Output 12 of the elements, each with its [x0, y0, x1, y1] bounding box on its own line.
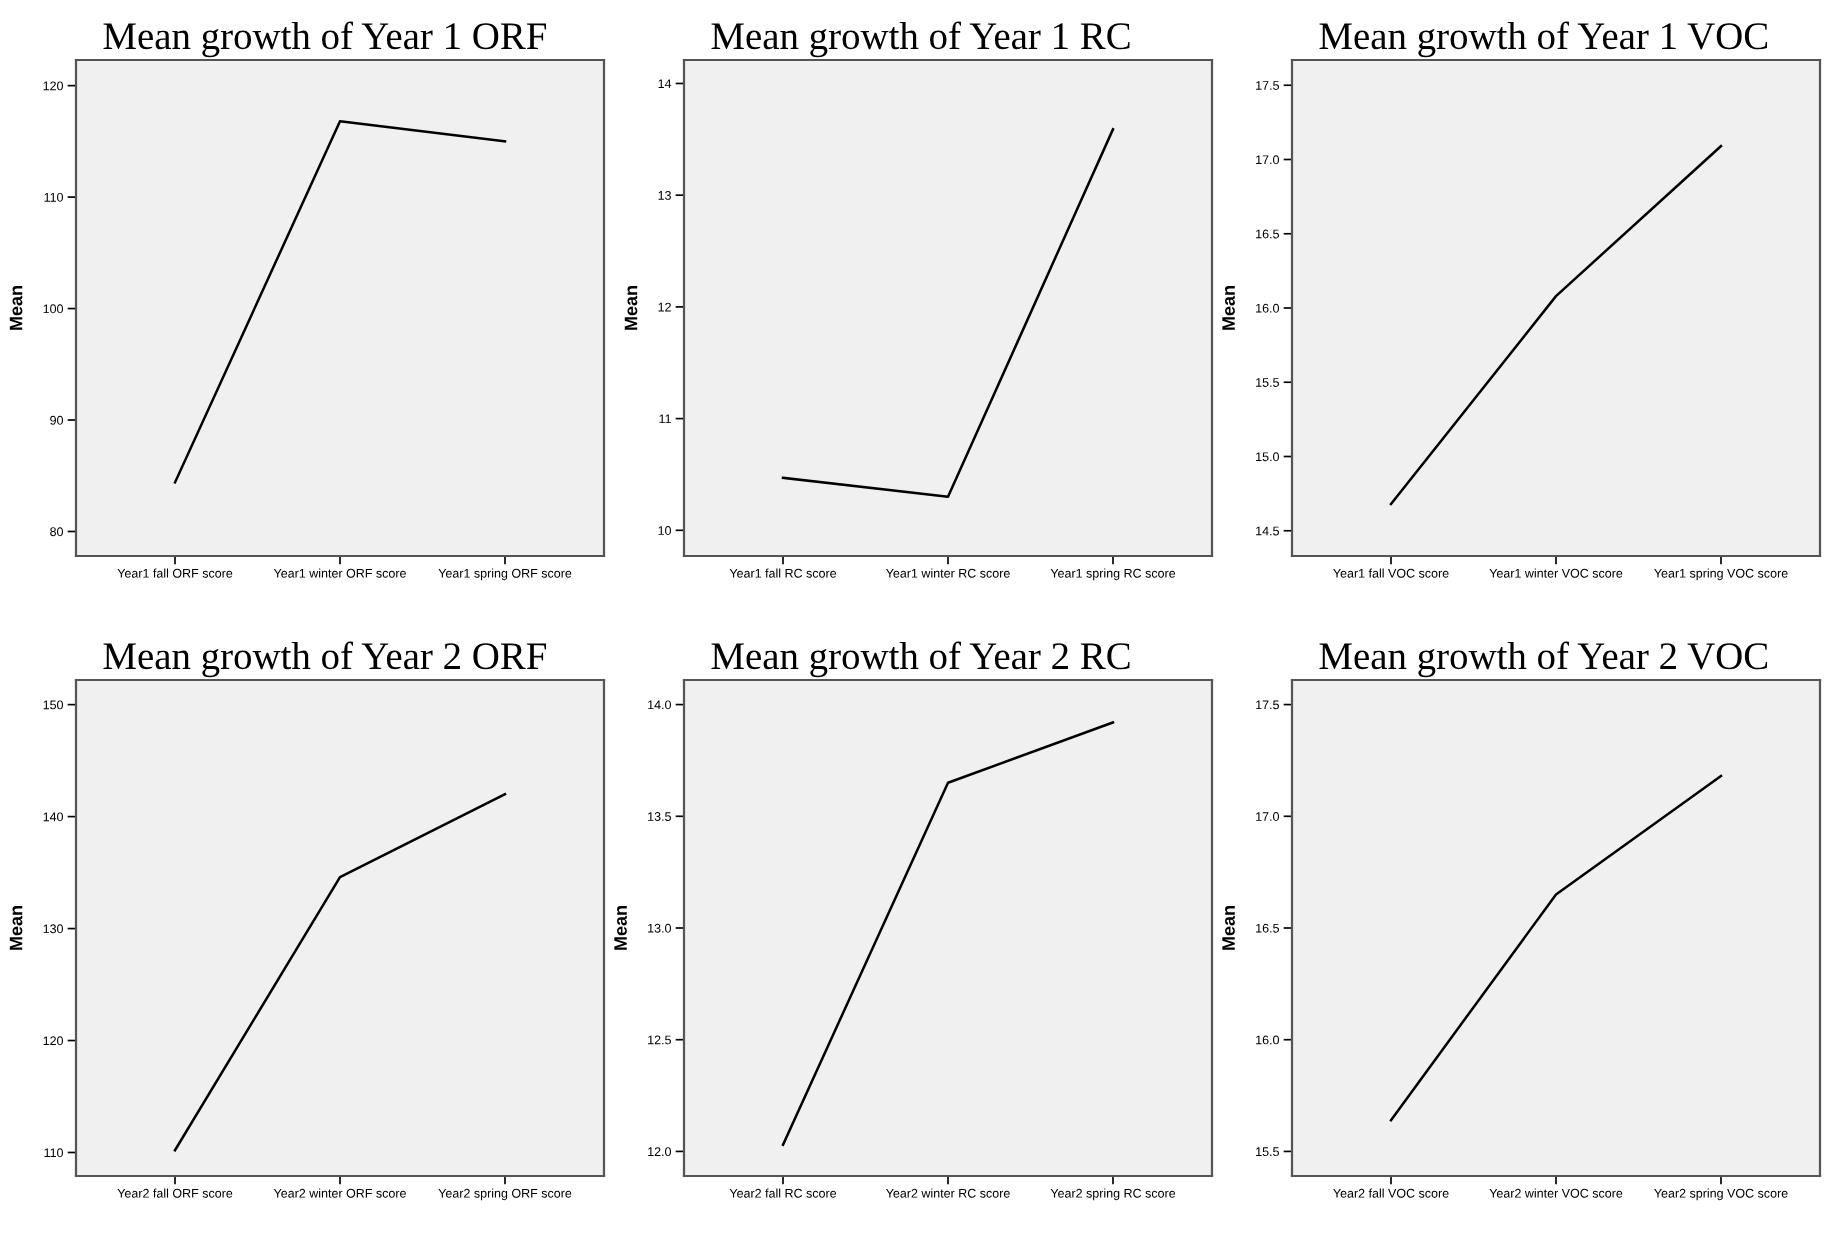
chart-title: Mean growth of Year 1 RC — [711, 21, 1130, 58]
chart-title: Mean growth of Year 1 ORF — [103, 21, 547, 58]
y-axis-title: Mean — [1222, 906, 1235, 950]
y-axis-title: Mean — [614, 906, 627, 950]
y-axis-title: Mean — [624, 286, 638, 330]
y-axis-title: Mean — [9, 906, 23, 950]
chart-title: Mean growth of Year 1 VOC — [1319, 21, 1768, 58]
y-axis-title: Mean — [9, 286, 23, 330]
y-axis-title: Mean — [1222, 286, 1235, 330]
chart-title: Mean growth of Year 2 VOC — [1319, 641, 1768, 678]
chart-title: Mean growth of Year 2 ORF — [103, 641, 547, 678]
chart-title: Mean growth of Year 2 RC — [711, 641, 1130, 678]
